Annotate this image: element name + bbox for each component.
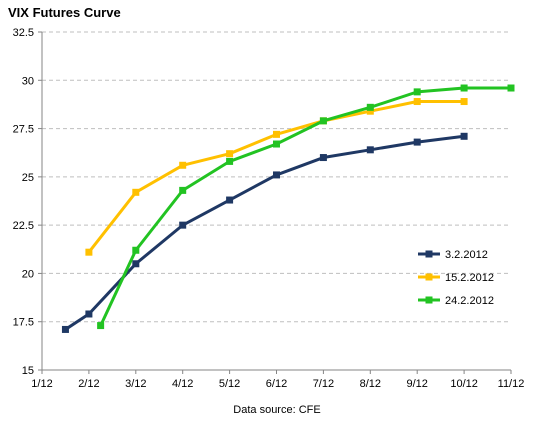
x-tick-label: 4/12 xyxy=(172,378,193,390)
legend-label: 3.2.2012 xyxy=(445,249,488,261)
data-point-marker xyxy=(179,161,187,169)
data-point-marker xyxy=(273,130,280,138)
plot-series xyxy=(61,84,515,333)
x-tick-label: 11/12 xyxy=(498,378,525,390)
data-point-marker xyxy=(413,88,421,96)
series-line xyxy=(63,134,466,331)
legend-marker-swatch xyxy=(425,273,433,281)
data-point-marker xyxy=(226,157,234,165)
data-point-marker xyxy=(132,260,140,268)
data-point-marker xyxy=(226,150,234,158)
data-point-marker xyxy=(179,186,187,194)
data-point-marker xyxy=(179,221,187,229)
data-point-marker xyxy=(85,248,93,256)
y-tick-label: 27.5 xyxy=(13,124,34,136)
x-tick-label: 3/12 xyxy=(125,378,146,390)
legend-entry: 3.2.2012 xyxy=(418,249,488,261)
data-point-marker xyxy=(413,138,421,146)
y-tick-label: 20 xyxy=(22,268,34,280)
data-point-marker xyxy=(460,84,468,92)
chart-title: VIX Futures Curve xyxy=(8,5,121,20)
y-tick-label: 32.5 xyxy=(13,27,34,39)
y-tick-label: 30 xyxy=(22,75,34,87)
y-axis-tick-labels: 15 17.5 20 22.5 25 27.5 30 32.5 xyxy=(13,27,34,377)
x-tick-label: 8/12 xyxy=(360,378,381,390)
legend-marker-swatch xyxy=(425,250,433,258)
x-tick-label: 10/12 xyxy=(450,378,478,390)
legend: 3.2.2012 15.2.2012 24.2.2012 xyxy=(418,249,494,307)
y-tick-label: 17.5 xyxy=(13,317,34,329)
series-line xyxy=(99,86,513,328)
data-point-marker xyxy=(85,310,93,318)
data-point-marker xyxy=(366,103,374,111)
x-tick-label: 5/12 xyxy=(219,378,240,390)
legend-label: 24.2.2012 xyxy=(445,295,494,307)
data-point-marker xyxy=(132,246,140,254)
x-tick-label: 6/12 xyxy=(266,378,287,390)
x-tick-label: 7/12 xyxy=(313,378,334,390)
series-24.2.2012 xyxy=(97,84,515,330)
y-tick-label: 22.5 xyxy=(13,220,34,232)
axes xyxy=(38,31,512,374)
data-point-marker xyxy=(366,146,374,154)
data-point-marker xyxy=(319,117,327,125)
data-point-marker xyxy=(61,325,69,333)
y-tick-label: 25 xyxy=(22,172,34,184)
data-point-marker xyxy=(132,188,140,196)
data-source-note: Data source: CFE xyxy=(233,404,320,416)
y-tick-label: 15 xyxy=(22,365,34,377)
legend-entry: 15.2.2012 xyxy=(418,272,494,284)
legend-entry: 24.2.2012 xyxy=(418,295,494,307)
data-point-marker xyxy=(273,171,280,179)
data-point-marker xyxy=(226,196,234,204)
x-tick-label: 9/12 xyxy=(406,378,427,390)
data-point-marker xyxy=(507,84,515,92)
x-tick-label: 2/12 xyxy=(78,378,99,390)
data-point-marker xyxy=(460,132,468,140)
x-tick-label: 1/12 xyxy=(31,378,52,390)
legend-label: 15.2.2012 xyxy=(445,272,494,284)
data-point-marker xyxy=(97,322,105,330)
data-point-marker xyxy=(460,98,468,106)
legend-marker-swatch xyxy=(425,296,433,304)
data-point-marker xyxy=(273,140,280,148)
data-point-marker xyxy=(413,98,421,106)
data-point-marker xyxy=(366,107,374,115)
series-3.2.2012 xyxy=(61,132,468,333)
x-axis-tick-labels: 1/12 2/12 3/12 4/12 5/12 6/12 7/12 8/12 9/12 10/1… xyxy=(31,378,524,390)
data-point-marker xyxy=(319,154,327,162)
